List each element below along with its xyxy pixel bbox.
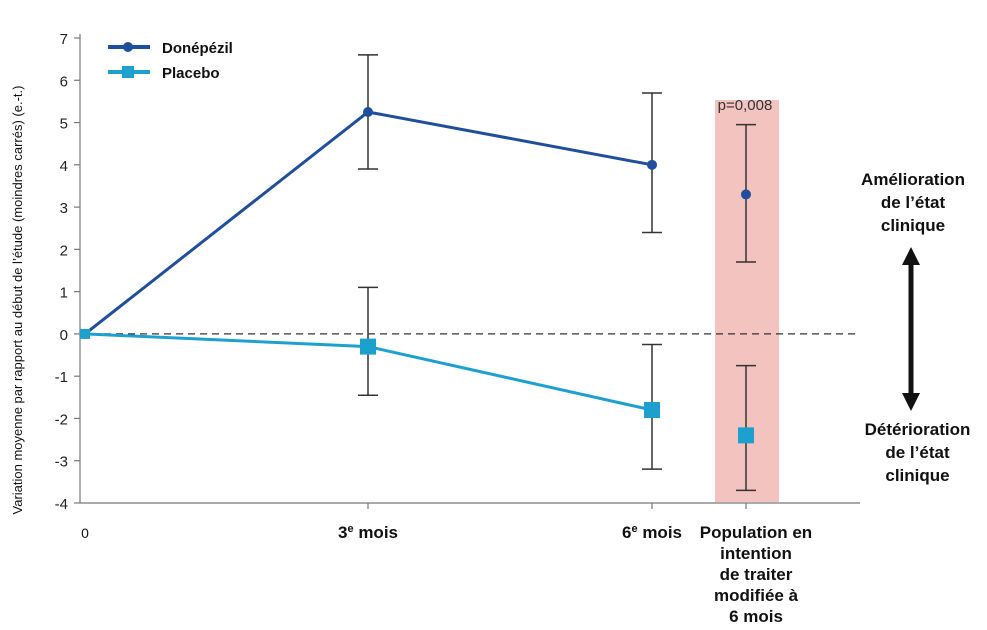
x-tick-label: 6 mois [729,607,783,626]
y-tick-label: 7 [60,31,68,48]
x-tick-label: Population en [700,523,812,542]
y-tick-label: 5 [60,116,68,133]
x-tick-label: modifiée à [714,586,799,605]
x-tick-label: de traiter [720,565,793,584]
y-tick-label: -4 [55,496,68,513]
y-axis-title: Variation moyenne par rapport au début d… [10,86,25,515]
deterioration-annotation: Détérioration de l’état clinique [864,420,971,485]
double-arrow-icon [902,247,920,411]
legend-label-donepezil: Donépézil [162,40,233,57]
y-tick-label: -3 [55,454,68,471]
y-tick-label: 0 [60,327,68,344]
data-point-donepezil [741,189,751,200]
p-value-label: p=0,008 [718,97,773,114]
y-tick-label: 3 [60,200,68,217]
y-tick-label: -1 [55,369,68,386]
x-tick-label: intention [720,544,792,563]
x-tick-label: 6e mois [622,523,682,542]
data-point-placebo [360,338,376,355]
y-axis-title-container: Variation moyenne par rapport au début d… [10,86,25,515]
series-layer [80,54,756,492]
data-point-placebo [80,328,90,339]
data-point-donepezil [647,159,657,170]
data-point-donepezil [363,106,373,117]
y-axis: 7 6 5 4 3 2 1 0 -1 -2 -3 -4 [55,31,860,513]
y-tick-label: 6 [60,73,68,90]
legend-marker-placebo [122,66,134,78]
x-axis-labels: 0 3e mois 6e mois Population en intention de … [81,523,812,626]
y-tick-label: 2 [60,242,68,259]
y-tick-label: 1 [60,285,68,302]
legend: Donépézil Placebo [108,40,233,82]
legend-label-placebo: Placebo [162,65,220,82]
y-tick-label: -2 [55,411,68,428]
x-tick-label: 0 [81,525,89,541]
data-point-placebo [738,427,754,444]
legend-marker-donepezil [123,42,133,52]
improvement-annotation: Amélioration de l’état clinique [861,170,965,235]
y-tick-label: 4 [60,158,68,175]
data-point-placebo [644,402,660,418]
x-tick-label: 3e mois [338,523,398,542]
